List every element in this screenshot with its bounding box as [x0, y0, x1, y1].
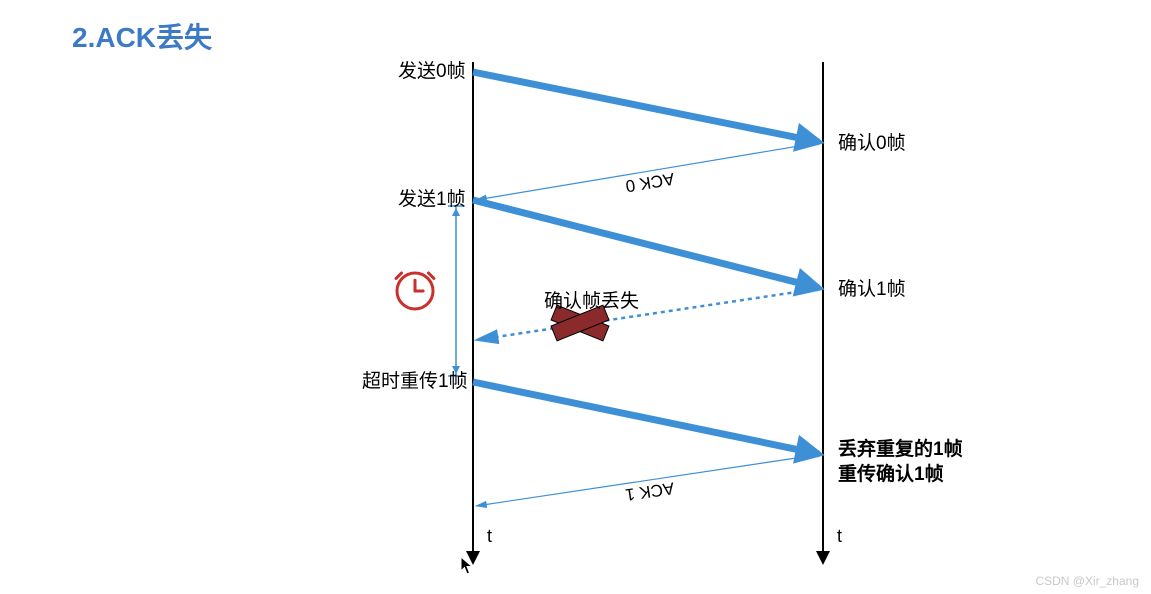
- watermark: CSDN @Xir_zhang: [1035, 574, 1139, 588]
- label-recv-frame0: 确认0帧: [838, 132, 906, 157]
- t-label-receiver: t: [837, 526, 842, 546]
- label-recv-duplicate: 丢弃重复的1帧重传确认1帧: [838, 438, 963, 487]
- label-ack-lost: 确认帧丢失: [544, 290, 639, 315]
- arrow-ack1-lost: [476, 288, 823, 340]
- label-send-frame1: 发送1帧: [398, 188, 466, 213]
- label-retransmit: 超时重传1帧: [362, 370, 468, 395]
- label-recv-frame1: 确认1帧: [838, 278, 906, 303]
- arrow-send-frame1: [473, 200, 819, 288]
- t-label-sender: t: [487, 526, 492, 546]
- mouse-cursor-icon: [460, 556, 474, 576]
- arrow-retransmit-frame1: [473, 382, 819, 454]
- label-send-frame0: 发送0帧: [398, 60, 466, 85]
- clock-icon: [396, 273, 434, 309]
- ack0-label: ACK 0: [624, 169, 676, 196]
- arrow-send-frame0: [473, 72, 819, 142]
- timer-bracket: [448, 206, 464, 376]
